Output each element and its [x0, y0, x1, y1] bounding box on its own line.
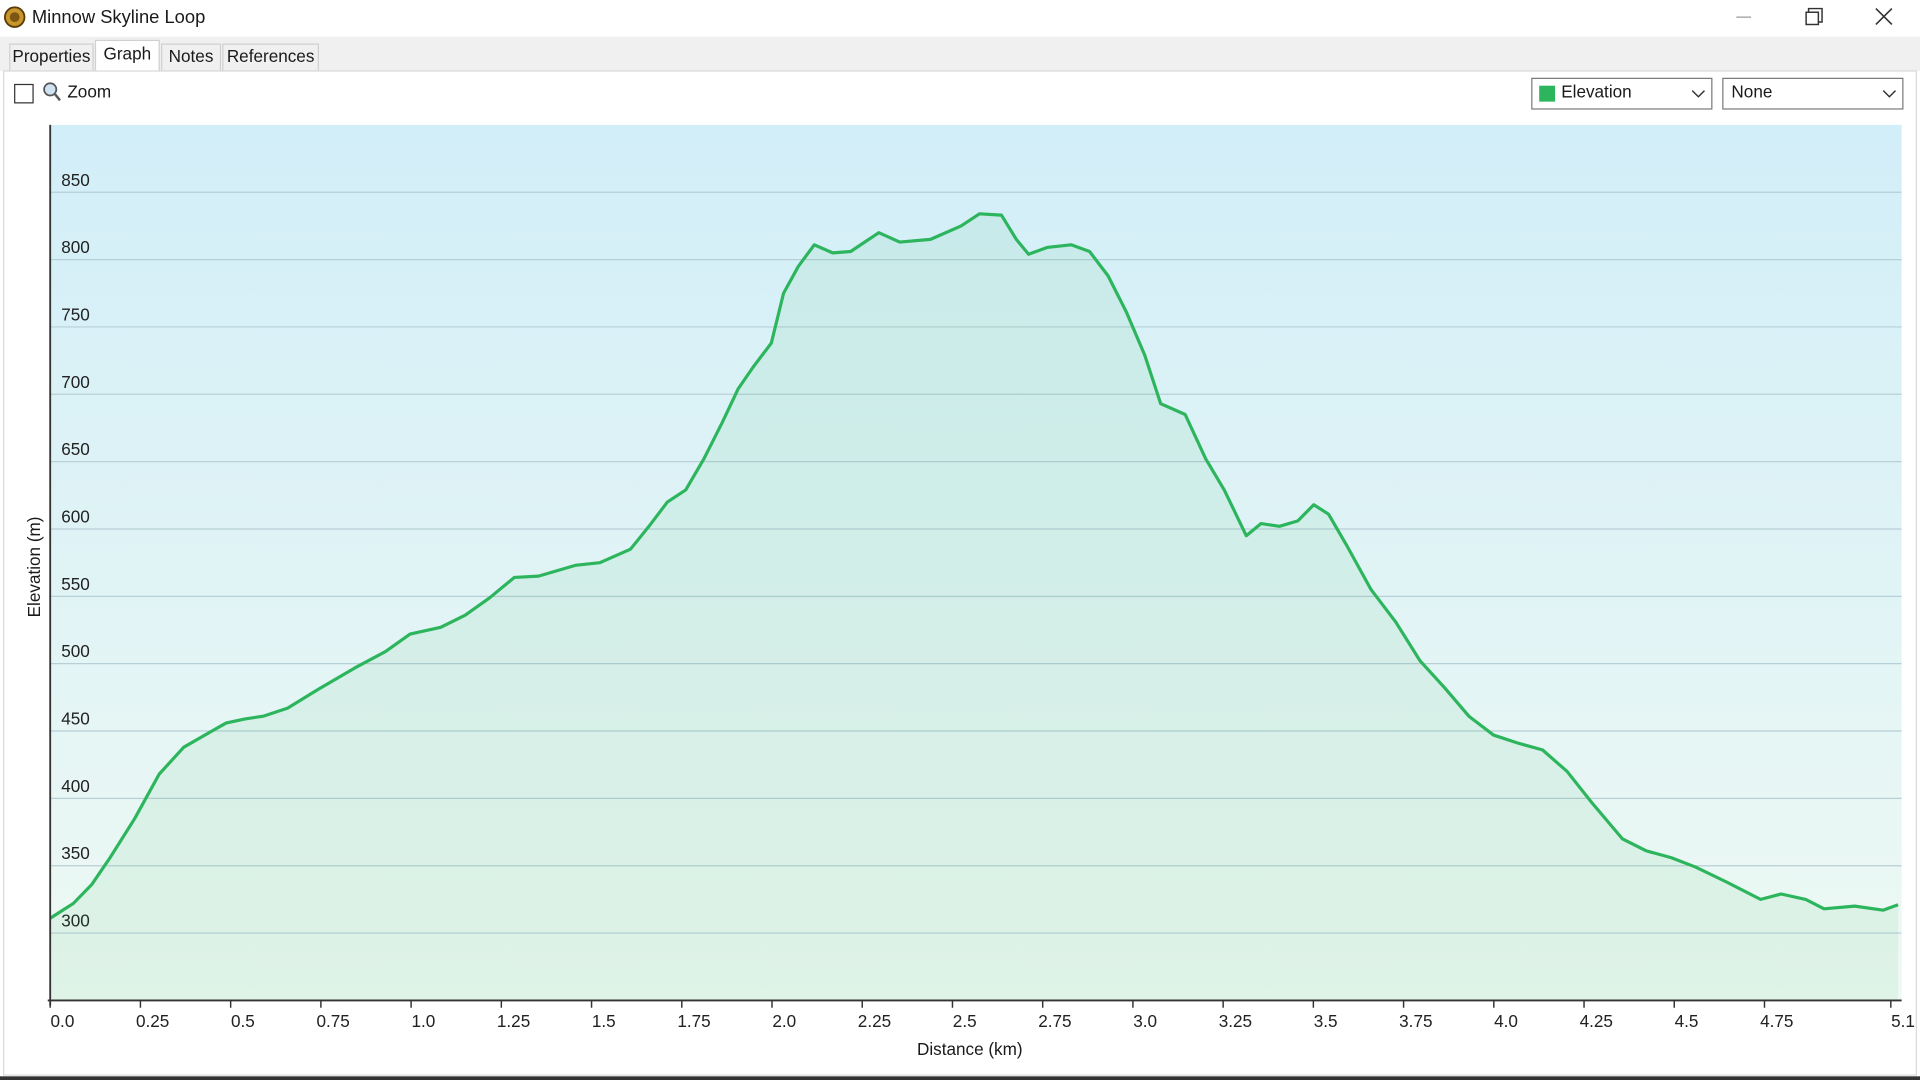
tab-strip — [0, 36, 1920, 72]
zoom-label: Zoom — [67, 82, 111, 102]
tab-label: References — [227, 46, 315, 66]
y-tick-label: 500 — [61, 641, 90, 661]
tab[interactable] — [9, 43, 94, 72]
title-bar — [0, 0, 1920, 37]
y-tick-label: 750 — [61, 304, 90, 324]
y-tick-label: 650 — [61, 439, 90, 459]
x-tick-label: 3.0 — [1133, 1011, 1157, 1031]
area-fill — [50, 213, 1899, 1001]
window-title: Minnow Skyline Loop — [32, 6, 206, 27]
x-tick-label: 3.25 — [1219, 1011, 1252, 1031]
y-tick-label: 450 — [61, 709, 90, 729]
restore-button[interactable] — [1805, 7, 1823, 26]
series-select[interactable] — [1531, 77, 1713, 110]
y-tick-label: 350 — [61, 843, 90, 863]
y-tick-label: 600 — [61, 506, 90, 526]
second-select[interactable] — [1722, 77, 1904, 110]
x-tick-label: 1.0 — [411, 1011, 435, 1031]
y-axis-label: Elevation (m) — [24, 516, 44, 617]
series-select-text: Elevation — [1561, 82, 1631, 102]
x-tick-label: 1.75 — [677, 1011, 710, 1031]
x-tick-label: 5.1 — [1891, 1011, 1915, 1031]
second-select-text: None — [1731, 82, 1772, 102]
y-tick-label: 700 — [61, 372, 90, 392]
x-tick-label: 2.75 — [1038, 1011, 1071, 1031]
zoom-icon — [43, 82, 61, 102]
close-button[interactable] — [1875, 8, 1893, 26]
y-tick-label: 550 — [61, 574, 90, 594]
bottom-edge — [0, 1076, 1920, 1080]
y-tick-label: 850 — [61, 170, 90, 190]
tab[interactable] — [94, 39, 160, 73]
tabs: Properties Graph Notes References — [9, 39, 319, 73]
tab-label: Properties — [12, 46, 90, 66]
x-tick-label: 4.25 — [1580, 1011, 1613, 1031]
tab[interactable] — [222, 43, 319, 72]
elevation-line — [49, 212, 1899, 920]
x-tick-label: 3.75 — [1399, 1011, 1432, 1031]
app-icon — [3, 6, 26, 28]
x-tick-label: 3.5 — [1314, 1011, 1338, 1031]
x-tick-label: 0.25 — [136, 1011, 169, 1031]
x-tick-label: 0.75 — [316, 1011, 349, 1031]
chart: 300 350 400 450 500 550 600 650 700 750 800 850 0.0 0… — [47, 124, 1915, 1031]
x-tick-label: 2.0 — [772, 1011, 796, 1031]
x-tick-label: 2.25 — [858, 1011, 891, 1031]
y-tick-label: 400 — [61, 776, 90, 796]
x-axis-label: Distance (km) — [917, 1039, 1023, 1059]
x-tick-label: 1.5 — [592, 1011, 616, 1031]
y-tick-label: 800 — [61, 237, 90, 257]
tab-label: Graph — [104, 44, 152, 64]
zoom-checkbox[interactable] — [14, 83, 34, 104]
x-tick-label: 4.75 — [1760, 1011, 1793, 1031]
y-tick-label: 300 — [61, 911, 90, 931]
x-tick-label: 2.5 — [953, 1011, 977, 1031]
x-tick-label: 4.5 — [1675, 1011, 1699, 1031]
x-tick-label: 0.5 — [231, 1011, 255, 1031]
plot-background — [50, 124, 1902, 1001]
x-tick-label: 0.0 — [51, 1011, 75, 1031]
x-tick-label: 1.25 — [497, 1011, 530, 1031]
x-tick-label: 4.0 — [1494, 1011, 1518, 1031]
tab-label: Notes — [169, 46, 214, 66]
